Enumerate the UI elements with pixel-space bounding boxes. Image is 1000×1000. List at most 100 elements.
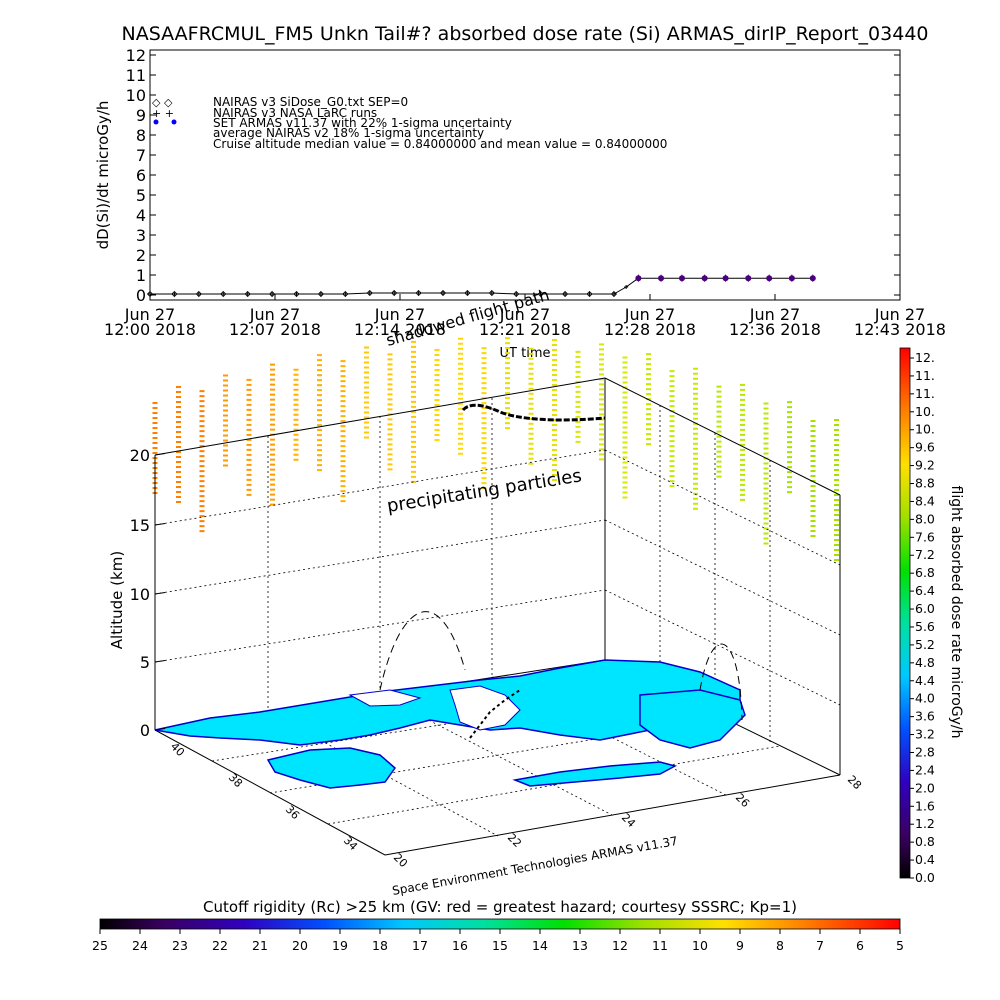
x-tick-label-date: Jun 27	[874, 305, 925, 324]
rc-tick-label: 1.6	[915, 798, 935, 813]
bc-tick-label: 7	[816, 938, 824, 953]
rc-tick-label: 6.0	[915, 601, 935, 616]
x-tick-label-time: 12:43 2018	[854, 320, 946, 339]
map-3d-panel: precipitating particles shadowed flight …	[108, 285, 864, 898]
z-tick-mark	[154, 592, 166, 595]
nairas-g0-point	[269, 290, 276, 298]
nairas-g0-point	[293, 290, 300, 298]
lon-tick-label: 26	[733, 791, 752, 810]
grid-back-5	[154, 589, 606, 663]
wall-grid	[154, 398, 841, 837]
rc-tick-label: 9.2	[915, 458, 935, 473]
frame-floor-left	[154, 729, 386, 856]
x-tick-label-date: Jun 27	[624, 305, 675, 324]
z-tick-mark	[154, 660, 166, 663]
bc-tick-label: 22	[212, 938, 228, 953]
armas-point	[635, 275, 642, 282]
land-turkey	[639, 689, 746, 749]
x-tick-label-time: 12:21 2018	[479, 320, 571, 339]
grid-back-10	[154, 519, 606, 595]
nairas-g0-point	[366, 289, 373, 297]
shadow-curve-right	[699, 643, 743, 721]
land-peloponnese	[266, 747, 397, 789]
right-colorbar: 12. 11. 11. 10. 10. 9.6 9.2 8.8 8.4 8.0 7.6 7.2 6.8 6…	[899, 347, 964, 885]
z-tick-label: 10	[130, 585, 150, 604]
sea-aegean	[449, 685, 521, 731]
y-tick-label: 6	[136, 166, 146, 185]
credit-text: Space Environment Technologies ARMAS v11…	[391, 834, 679, 898]
rc-tick-label: 0.0	[915, 870, 935, 885]
altitude-ticks: 0 5 10 15 20	[130, 446, 166, 740]
y-tick-label: 12	[126, 46, 146, 65]
armas-point	[701, 275, 708, 282]
y-tick-label: 0	[136, 286, 146, 305]
y-tick-label: 8	[136, 126, 146, 145]
rc-tick-label: 2.8	[915, 744, 935, 759]
bc-tick-label: 18	[372, 938, 388, 953]
nairas-g0-point	[244, 290, 251, 298]
z-tick-label: 20	[130, 446, 150, 465]
bc-tick-label: 25	[92, 938, 108, 953]
y-tick-label: 7	[136, 146, 146, 165]
lat-tick-label: 38	[226, 771, 245, 790]
nairas-g0-point	[488, 289, 495, 297]
top-plot-frame	[149, 49, 901, 301]
bc-tick-label: 14	[532, 938, 548, 953]
right-colorbar-ticks: 12. 11. 11. 10. 10. 9.6 9.2 8.8 8.4 8.0 7.6 7.2 6.8 6…	[910, 350, 935, 885]
rc-tick-label: 5.2	[915, 637, 935, 652]
grid-right-5	[604, 589, 841, 706]
z-tick-mark	[154, 523, 166, 526]
x-tick-label-date: Jun 27	[124, 305, 175, 324]
y-tick-label: 3	[136, 226, 146, 245]
armas-line	[625, 277, 813, 288]
rc-tick-label: 5.6	[915, 619, 935, 634]
rc-tick-label: 2.4	[915, 762, 935, 777]
y-tick-label: 1	[136, 266, 146, 285]
nairas-g0-point	[391, 289, 398, 297]
bottom-colorbar-label: Cutoff rigidity (Rc) >25 km (GV: red = g…	[203, 898, 797, 916]
lat-tick-label: 36	[283, 803, 302, 822]
rc-tick-label: 0.8	[915, 834, 935, 849]
bc-tick-label: 24	[132, 938, 148, 953]
grid-right-15	[604, 449, 841, 566]
x-tick-label-date: Jun 27	[249, 305, 300, 324]
nairas-g0-point	[317, 290, 324, 298]
bottom-colorbar-ticks: 25 24 23 22 21 20 19 18 17 16 15 14 13 12 11 10 9 8 7 6 5	[92, 929, 904, 953]
rc-tick-label: 3.2	[915, 727, 935, 742]
y-tick-label: 9	[136, 106, 146, 125]
x-tick-label-date: Jun 27	[499, 305, 550, 324]
rc-tick-label: 6.4	[915, 583, 935, 598]
grid-floor-lon-2	[379, 694, 613, 816]
x-tick-label-time: 12:00 2018	[104, 320, 196, 339]
nairas-g0-point	[195, 290, 202, 298]
armas-point	[658, 275, 665, 282]
land-crete	[512, 761, 678, 787]
rc-tick-label: 4.8	[915, 655, 935, 670]
bc-tick-label: 9	[736, 938, 744, 953]
legend-marker-armas-2	[171, 119, 177, 125]
top-y-axis-label: dD(Si)/dt microGy/h	[94, 101, 112, 250]
y-tick-label: 10	[126, 86, 146, 105]
armas-point	[722, 275, 729, 282]
bc-tick-label: 21	[252, 938, 268, 953]
legend-symbol-nairas-larc: + +	[152, 107, 174, 120]
rc-tick-label: 10.	[915, 422, 935, 437]
top-series	[146, 274, 816, 298]
bc-tick-label: 6	[856, 938, 864, 953]
z-tick-label: 0	[140, 721, 150, 740]
grid-floor-lat-1	[211, 689, 663, 762]
sea-gulf	[348, 689, 422, 707]
nairas-g0-point	[562, 290, 569, 298]
right-colorbar-gradient	[899, 347, 911, 879]
legend-entry-nairas-larc: NAIRAS v3 NASA LaRC runs	[213, 106, 377, 120]
bc-tick-label: 20	[292, 938, 308, 953]
rc-tick-label: 8.8	[915, 476, 935, 491]
y-tick-label: 2	[136, 246, 146, 265]
bc-tick-label: 17	[412, 938, 428, 953]
nairas-larc-line	[150, 286, 627, 295]
rc-tick-label: 7.2	[915, 547, 935, 562]
nairas-g0-point	[537, 290, 544, 298]
x-tick-label-date: Jun 27	[749, 305, 800, 324]
